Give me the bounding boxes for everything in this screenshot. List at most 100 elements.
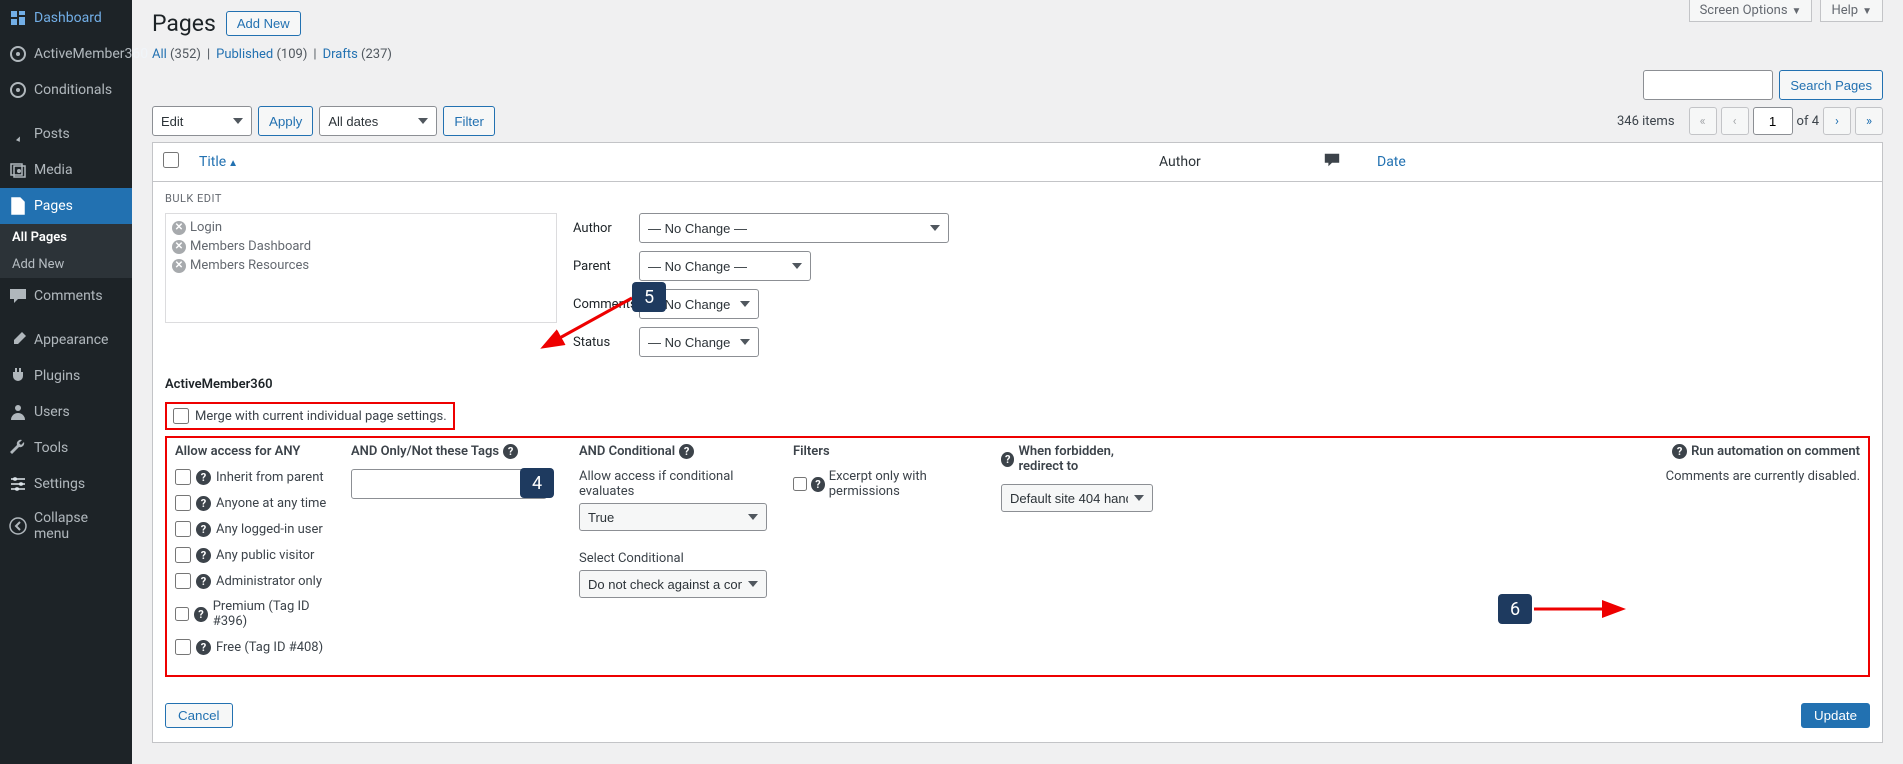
sidebar-label: Dashboard — [34, 10, 102, 26]
help-icon[interactable]: ? — [1001, 452, 1014, 467]
pin-icon — [8, 124, 28, 144]
column-comments[interactable] — [1297, 143, 1367, 181]
sidebar-item-settings[interactable]: Settings — [0, 466, 132, 502]
sidebar-submenu: All Pages Add New — [0, 224, 132, 278]
search-input[interactable] — [1643, 70, 1773, 100]
help-icon[interactable]: ? — [196, 548, 211, 563]
automation-note: Comments are currently disabled. — [1179, 469, 1860, 484]
main-content: Screen Options▼ Help▼ Pages Add New All … — [132, 0, 1903, 764]
pages-icon — [8, 196, 28, 216]
sidebar-item-conditionals[interactable]: Conditionals — [0, 72, 132, 108]
access-checkbox[interactable] — [175, 639, 191, 655]
view-drafts[interactable]: Drafts (237) — [323, 47, 392, 62]
filters-heading: Filters — [793, 444, 983, 459]
date-filter-select[interactable]: All dates — [319, 106, 437, 136]
tags-input[interactable] — [351, 469, 547, 499]
annotation-5: 5 — [632, 282, 666, 312]
column-date[interactable]: Date — [1367, 146, 1882, 178]
sidebar-item-tools[interactable]: Tools — [0, 430, 132, 466]
am360-options-grid: Allow access for ANY ?Inherit from paren… — [165, 436, 1870, 677]
access-checkbox[interactable] — [175, 495, 191, 511]
conditional-allow-select[interactable]: True — [579, 503, 767, 531]
conditional-select[interactable]: Do not check against a conditional — [579, 570, 767, 598]
sidebar-item-posts[interactable]: Posts — [0, 116, 132, 152]
help-icon[interactable]: ? — [503, 444, 518, 459]
bulk-pages-list[interactable]: ✕Login ✕Members Dashboard ✕Members Resou… — [165, 213, 557, 323]
view-filters: All (352) | Published (109) | Drafts (23… — [152, 47, 1883, 62]
sidebar-label: Collapse menu — [34, 510, 124, 542]
bulk-edit-panel: BULK EDIT ✕Login ✕Members Dashboard ✕Mem… — [153, 182, 1882, 357]
sidebar-item-pages[interactable]: Pages — [0, 188, 132, 224]
help-icon[interactable]: ? — [1672, 444, 1687, 459]
sidebar-subitem-all-pages[interactable]: All Pages — [0, 224, 132, 251]
select-all-checkbox[interactable] — [163, 152, 179, 168]
column-title[interactable]: Title▲ — [189, 146, 1149, 178]
table-header: Title▲ Author Date — [153, 143, 1882, 182]
sidebar-item-users[interactable]: Users — [0, 394, 132, 430]
search-button[interactable]: Search Pages — [1779, 70, 1883, 100]
annotation-arrow-5 — [550, 296, 634, 350]
help-icon[interactable]: ? — [196, 522, 211, 537]
page-last[interactable]: » — [1855, 107, 1883, 135]
am360-heading: ActiveMember360 — [165, 373, 1870, 392]
page-current-input[interactable] — [1753, 107, 1793, 135]
bulk-page-item: ✕Members Dashboard — [172, 237, 550, 256]
am360-section: ActiveMember360 Merge with current indiv… — [153, 373, 1882, 689]
help-icon[interactable]: ? — [196, 470, 211, 485]
sidebar-label: Appearance — [34, 332, 108, 348]
user-icon — [8, 402, 28, 422]
column-author[interactable]: Author — [1149, 146, 1297, 178]
remove-icon[interactable]: ✕ — [172, 240, 186, 254]
dashboard-icon — [8, 8, 28, 28]
parent-select[interactable]: — No Change — — [639, 251, 811, 281]
help-icon[interactable]: ? — [196, 496, 211, 511]
access-checkbox[interactable] — [175, 521, 191, 537]
excerpt-checkbox[interactable] — [793, 476, 807, 492]
screen-options-button[interactable]: Screen Options▼ — [1689, 0, 1813, 22]
tags-heading: AND Only/Not these Tags — [351, 444, 499, 459]
sidebar-item-activemember360[interactable]: ActiveMember360 — [0, 36, 132, 72]
bulk-action-select[interactable]: Edit — [152, 106, 252, 136]
sidebar-item-appearance[interactable]: Appearance — [0, 322, 132, 358]
cancel-button[interactable]: Cancel — [165, 703, 233, 728]
merge-settings-row: Merge with current individual page setti… — [165, 402, 455, 430]
pages-table: Title▲ Author Date BULK EDIT ✕Login ✕Mem… — [152, 142, 1883, 743]
sidebar-label: Posts — [34, 126, 70, 142]
redirect-select[interactable]: Default site 404 handler — [1001, 484, 1153, 512]
access-checkbox[interactable] — [175, 606, 189, 622]
sidebar-subitem-add-new[interactable]: Add New — [0, 251, 132, 278]
remove-icon[interactable]: ✕ — [172, 259, 186, 273]
help-icon[interactable]: ? — [196, 574, 211, 589]
help-icon[interactable]: ? — [194, 607, 207, 622]
sidebar-item-plugins[interactable]: Plugins — [0, 358, 132, 394]
sidebar-item-comments[interactable]: Comments — [0, 278, 132, 314]
help-button[interactable]: Help▼ — [1820, 0, 1883, 22]
sidebar-item-media[interactable]: Media — [0, 152, 132, 188]
access-checkbox[interactable] — [175, 469, 191, 485]
access-heading: Allow access for ANY — [175, 444, 333, 459]
help-icon[interactable]: ? — [196, 640, 211, 655]
author-select[interactable]: — No Change — — [639, 213, 949, 243]
view-all[interactable]: All (352) — [152, 47, 201, 62]
merge-checkbox[interactable] — [173, 408, 189, 424]
help-icon[interactable]: ? — [679, 444, 694, 459]
sidebar-label: Media — [34, 162, 73, 178]
update-button[interactable]: Update — [1801, 703, 1870, 728]
remove-icon[interactable]: ✕ — [172, 221, 186, 235]
filter-button[interactable]: Filter — [443, 106, 495, 136]
access-checkbox[interactable] — [175, 573, 191, 589]
sidebar-item-dashboard[interactable]: Dashboard — [0, 0, 132, 36]
sliders-icon — [8, 474, 28, 494]
conditional-select-label: Select Conditional — [579, 551, 775, 566]
apply-button[interactable]: Apply — [258, 106, 313, 136]
sidebar-item-collapse[interactable]: Collapse menu — [0, 502, 132, 550]
help-icon[interactable]: ? — [811, 477, 824, 492]
page-next[interactable]: › — [1823, 107, 1851, 135]
pagination: 346 items « ‹ of 4 › » — [1617, 107, 1883, 135]
add-new-button[interactable]: Add New — [226, 11, 301, 36]
view-published[interactable]: Published (109) — [216, 47, 307, 62]
access-checkbox[interactable] — [175, 547, 191, 563]
page-first: « — [1689, 107, 1717, 135]
status-select[interactable]: — No Change — — [639, 327, 759, 357]
target-icon — [8, 80, 28, 100]
